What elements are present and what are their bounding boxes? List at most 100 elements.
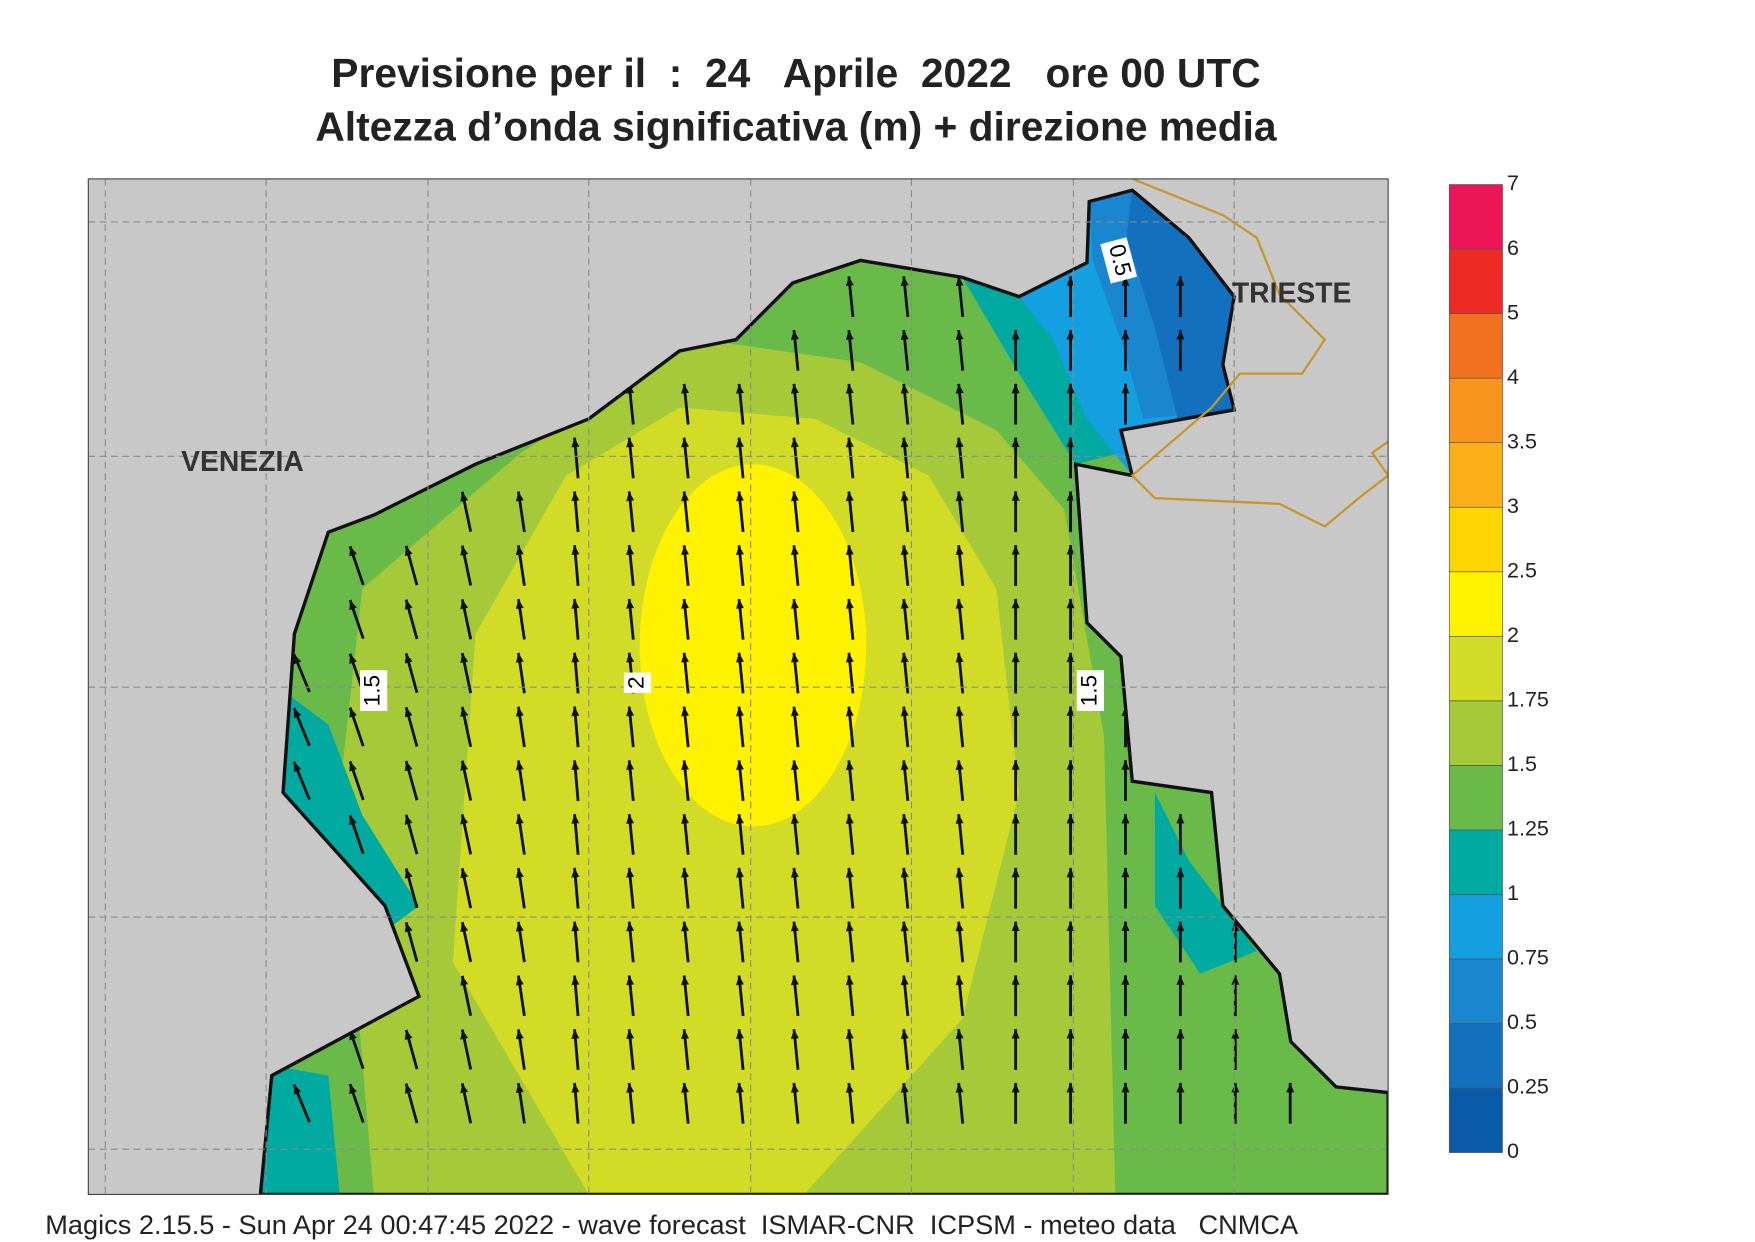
arrow-head	[955, 760, 964, 771]
colorbar-label: 0.75	[1507, 946, 1549, 970]
city-label: VENEZIA	[181, 445, 304, 477]
arrow-head	[845, 706, 854, 717]
arrow-head	[626, 1029, 635, 1039]
arrow-head	[845, 1029, 854, 1039]
arrow-head	[293, 1084, 302, 1095]
arrow-head	[1121, 867, 1130, 878]
arrow-head	[1231, 1082, 1240, 1093]
arrow-head	[1176, 1082, 1185, 1093]
arrow-head	[845, 383, 854, 394]
arrow-head	[515, 545, 524, 556]
arrow-head	[515, 599, 524, 610]
arrow-head	[626, 921, 635, 932]
arrow-head	[1231, 1029, 1240, 1039]
arrow-head	[349, 707, 357, 718]
arrow-head	[790, 1083, 799, 1093]
arrow-head	[736, 652, 744, 663]
arrow-head	[845, 814, 854, 824]
arrow-head	[349, 761, 357, 772]
arrow-head	[404, 545, 413, 556]
arrow-head	[1011, 545, 1020, 555]
arrow-head	[404, 760, 413, 772]
arrow-head	[1066, 491, 1075, 501]
arrow-head	[900, 867, 909, 878]
arrow-head	[626, 867, 635, 878]
arrow-head	[1011, 1029, 1020, 1039]
border	[1130, 178, 1389, 528]
colorbar-label: 0.5	[1507, 1010, 1537, 1034]
arrow-head	[349, 546, 357, 557]
arrow-head	[736, 706, 744, 717]
colorbar-label: 1	[1507, 881, 1519, 905]
arrow-head	[1066, 598, 1075, 609]
arrow-head	[1011, 598, 1020, 609]
arrow-head	[571, 652, 580, 663]
arrow-head	[571, 921, 580, 932]
arrow-head	[1011, 760, 1020, 770]
colorbar-label: 0.25	[1507, 1075, 1549, 1099]
colorbar-segment	[1448, 184, 1503, 250]
arrow-head	[681, 867, 689, 878]
arrow-head	[404, 707, 413, 718]
arrow-head	[1066, 706, 1075, 716]
arrow-head	[845, 760, 854, 771]
arrow-head	[460, 922, 469, 933]
arrow-head	[626, 706, 635, 717]
arrow-head	[1011, 652, 1020, 663]
arrow-head	[460, 868, 469, 879]
arrow-head	[681, 491, 689, 502]
arrow-head	[790, 760, 799, 771]
colorbar-label: 2	[1507, 623, 1519, 647]
colorbar-label: 3.5	[1507, 429, 1537, 453]
arrow-head	[900, 921, 909, 932]
arrow-head	[900, 1083, 909, 1093]
arrow-head	[681, 652, 689, 663]
colorbar-segment	[1448, 442, 1503, 508]
arrow-head	[626, 1083, 635, 1093]
arrow-head	[900, 599, 909, 609]
arrow-head	[900, 330, 909, 340]
colorbar-segment	[1448, 635, 1503, 702]
arrow-head	[571, 814, 580, 824]
colorbar-segment	[1448, 765, 1503, 831]
arrow-head	[1011, 975, 1020, 985]
map: VENEZIA TRIESTE 0.5 1.5 2 1.5	[88, 178, 1389, 1195]
colorbar-label: 6	[1507, 236, 1519, 260]
arrow-head	[626, 437, 635, 448]
arrow-head	[1121, 975, 1130, 985]
arrow-head	[1066, 330, 1075, 340]
arrow-head	[404, 868, 413, 879]
arrow-head	[736, 975, 744, 986]
arrow-head	[1121, 760, 1130, 770]
arrow-head	[626, 652, 635, 663]
arrow-head	[736, 437, 744, 448]
arrow-head	[955, 276, 964, 287]
colorbar-label: 2.5	[1507, 558, 1537, 582]
arrow-head	[681, 437, 689, 448]
arrow-head	[790, 867, 799, 878]
arrow-head	[515, 760, 524, 771]
colorbar-label: 1.25	[1507, 817, 1549, 841]
arrow-head	[681, 1083, 689, 1093]
arrow-head	[1011, 491, 1020, 501]
arrow-head	[1011, 867, 1020, 878]
arrow-head	[955, 330, 964, 340]
arrow-head	[790, 975, 799, 986]
colorbar-label: 1.75	[1507, 688, 1549, 712]
colorbar-label: 5	[1507, 300, 1519, 324]
arrow-head	[845, 652, 854, 663]
arrow-head	[681, 975, 689, 986]
arrow-head	[1176, 814, 1185, 824]
arrow-head	[626, 760, 635, 771]
arrow-head	[626, 545, 635, 555]
arrow-head	[626, 975, 635, 986]
arrow-head	[515, 1083, 524, 1094]
contour-label: 2	[623, 676, 648, 689]
arrow-head	[404, 653, 413, 664]
arrow-head	[460, 975, 469, 986]
arrow-head	[790, 706, 799, 717]
arrow-head	[626, 814, 635, 824]
arrow-head	[736, 545, 744, 555]
arrow-head	[736, 1029, 744, 1039]
arrow-head	[681, 814, 689, 824]
